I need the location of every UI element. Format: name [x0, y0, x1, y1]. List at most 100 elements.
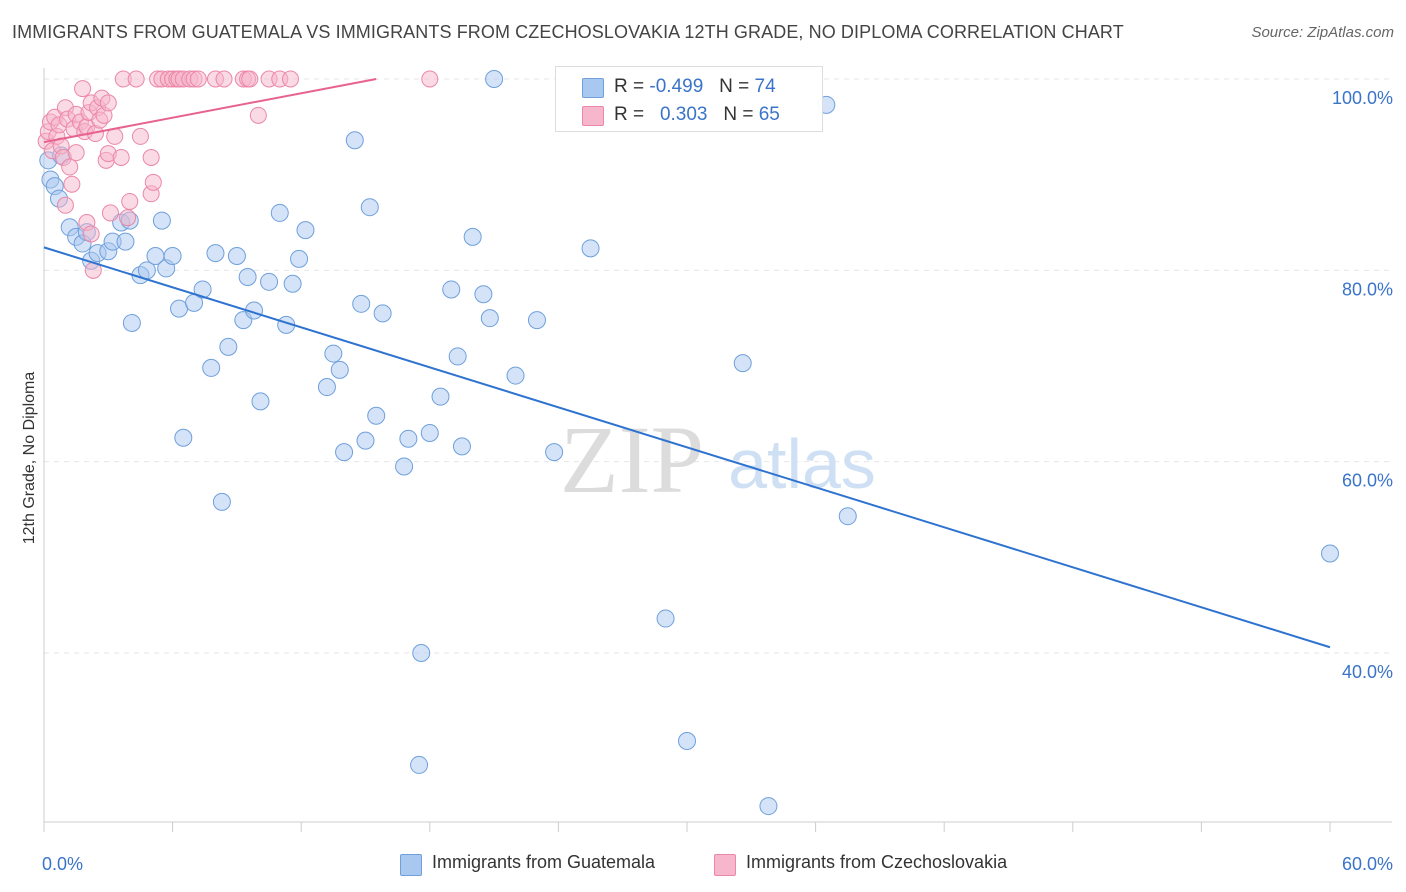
data-point [67, 144, 85, 162]
source-label: Source: ZipAtlas.com [1251, 24, 1394, 41]
y-tick-label: 80.0% [1342, 279, 1393, 299]
data-point [678, 732, 696, 751]
data-point [142, 148, 160, 166]
data-point [202, 358, 221, 377]
gridlines [44, 78, 1392, 654]
legend-r-label: R = [614, 104, 645, 125]
data-point [121, 192, 139, 210]
data-point [442, 280, 461, 299]
data-point [733, 354, 752, 373]
legend-swatch-guatemala [582, 78, 604, 98]
data-point [56, 196, 74, 214]
stats-legend: R = -0.499 N = 74 R = 0.303 N = 65 [555, 66, 823, 132]
data-point [122, 313, 141, 332]
data-point [421, 70, 439, 88]
legend-n-label: N = [719, 76, 750, 97]
trendline-guatemala [43, 246, 1331, 649]
bottom-legend-label-czechoslovakia: Immigrants from Czechoslovakia [746, 852, 1008, 872]
legend-n-value: 74 [754, 76, 776, 97]
legend-r-value: 0.303 [659, 104, 708, 125]
data-point [193, 280, 212, 299]
bottom-legend-swatch-czechoslovakia [714, 854, 736, 876]
data-point [412, 644, 431, 662]
x-tick-label: 0.0% [42, 854, 83, 874]
data-point [238, 268, 257, 287]
data-point [251, 392, 270, 411]
data-point [163, 246, 182, 265]
data-point [112, 148, 130, 166]
bottom-legend-swatch-guatemala [400, 854, 422, 876]
data-point [219, 337, 238, 356]
data-point [506, 366, 525, 385]
data-point [317, 378, 336, 397]
data-point [545, 443, 564, 462]
data-point [74, 80, 92, 98]
data-point [127, 70, 145, 88]
data-point [270, 203, 289, 222]
data-point [281, 70, 299, 88]
legend-n-value: 65 [758, 104, 780, 125]
data-point [249, 106, 267, 124]
data-point [99, 94, 117, 112]
data-point [290, 249, 309, 268]
data-point [144, 173, 162, 191]
data-point [480, 309, 499, 328]
data-point [241, 70, 259, 88]
data-point [283, 274, 302, 293]
chart-title: IMMIGRANTS FROM GUATEMALA VS IMMIGRANTS … [12, 22, 1124, 42]
data-point [360, 198, 379, 217]
data-point [431, 387, 450, 406]
trendline-czechoslovakia [43, 78, 377, 144]
series-czechoslovakia [37, 70, 439, 279]
data-point [296, 221, 315, 240]
data-point [170, 299, 189, 318]
data-point [174, 428, 193, 447]
data-point [116, 232, 135, 251]
legend-swatch-czechoslovakia [582, 106, 604, 126]
data-point [527, 311, 546, 330]
legend-n-label: N = [723, 104, 754, 125]
bottom-legend-label-guatemala: Immigrants from Guatemala [432, 852, 656, 872]
data-point [373, 304, 392, 323]
data-point [212, 492, 231, 511]
data-point [61, 158, 79, 176]
data-point [420, 423, 439, 442]
data-point [189, 70, 207, 88]
data-point [452, 437, 471, 456]
data-point [759, 797, 778, 816]
data-point [399, 429, 418, 448]
data-point [131, 127, 149, 145]
x-tick-label: 60.0% [1342, 854, 1393, 874]
data-point [410, 755, 429, 774]
data-point [463, 227, 482, 246]
data-point [119, 209, 137, 227]
data-point [656, 609, 675, 628]
data-point [227, 246, 246, 265]
data-point [63, 175, 81, 193]
data-point [152, 211, 171, 230]
data-point [838, 507, 857, 526]
data-point [485, 70, 504, 88]
watermark-atlas: atlas [728, 425, 876, 503]
y-tick-label: 100.0% [1332, 88, 1393, 108]
y-tick-label: 40.0% [1342, 662, 1393, 682]
legend-r-label: R = [614, 76, 645, 97]
data-point [330, 360, 349, 379]
data-point [345, 131, 364, 150]
data-point [474, 285, 493, 304]
data-point [82, 225, 100, 243]
watermark: ZIP atlas [560, 406, 876, 513]
axes [43, 68, 1392, 832]
data-point [215, 70, 233, 88]
watermark-zip: ZIP [560, 406, 704, 513]
data-point [581, 239, 600, 258]
data-point [1321, 544, 1339, 563]
data-point [335, 443, 354, 462]
tick-labels: 100.0% 80.0% 60.0% 40.0% 0.0% 60.0% [42, 88, 1393, 874]
data-point [352, 294, 371, 313]
data-point [448, 347, 467, 366]
data-point [101, 204, 119, 222]
data-point [106, 127, 124, 145]
data-point [324, 344, 343, 363]
